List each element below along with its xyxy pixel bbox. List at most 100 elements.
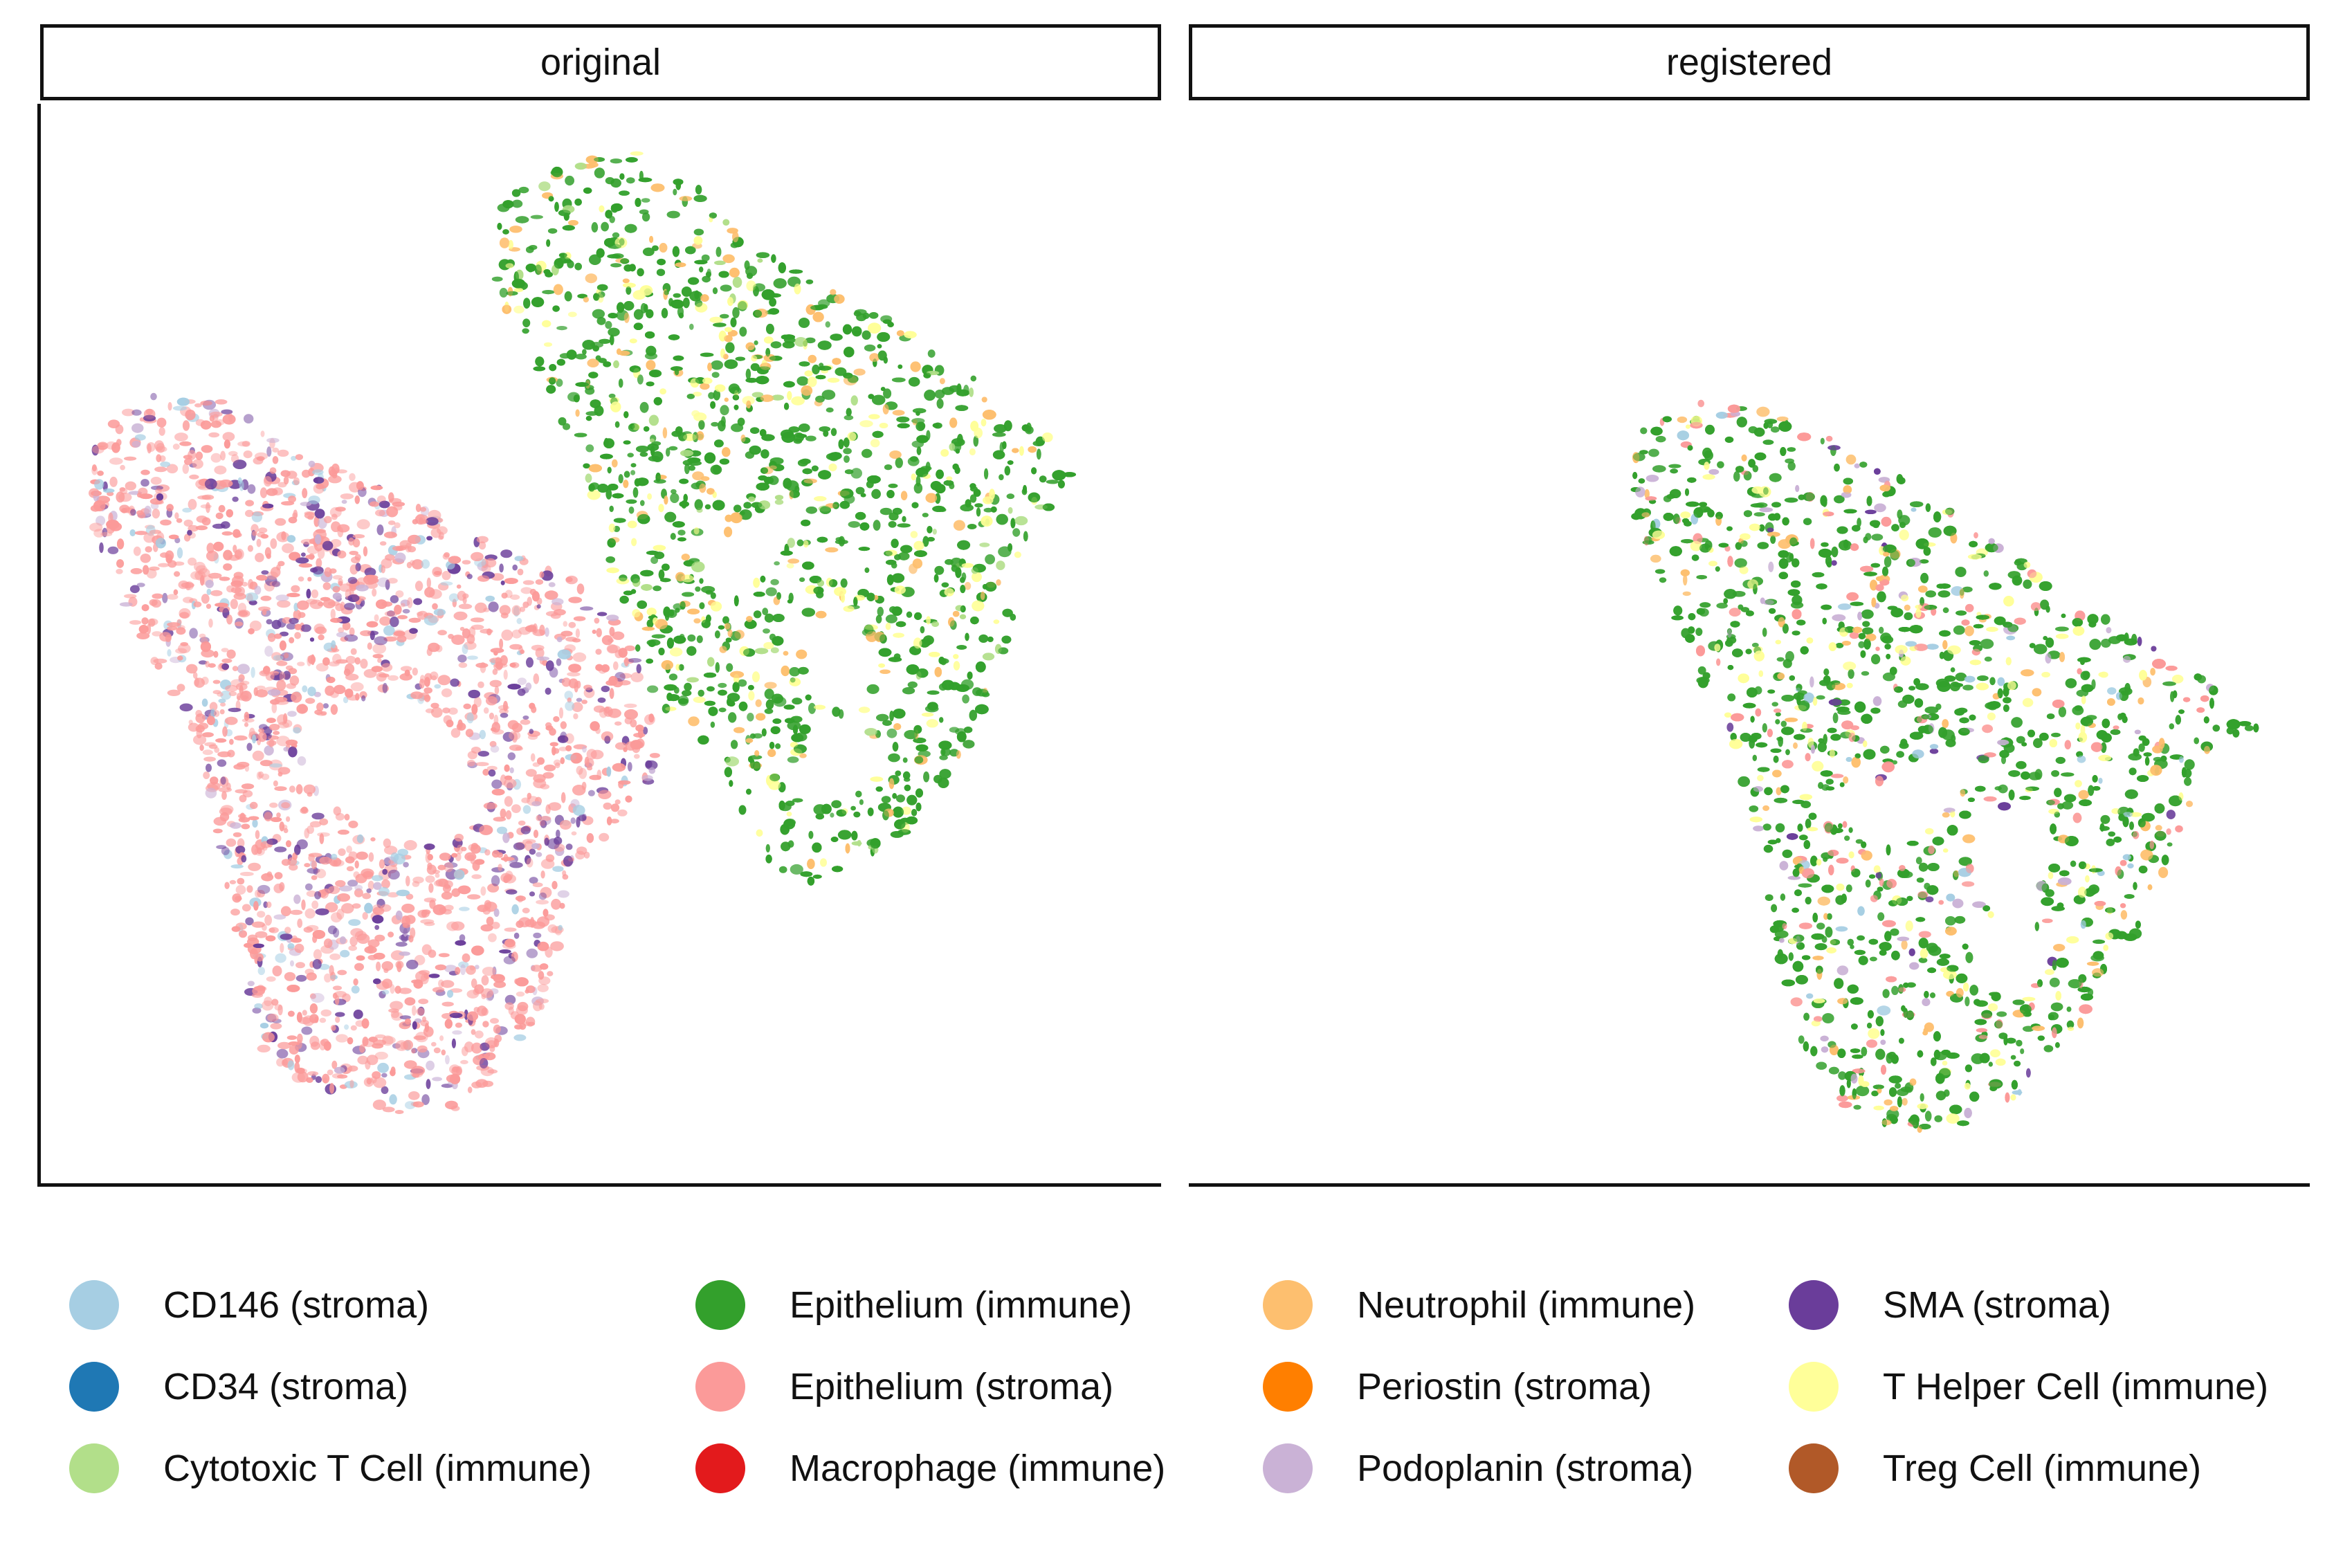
cell-point (346, 866, 354, 872)
cell-point (382, 978, 393, 989)
cell-point (288, 1041, 300, 1046)
cell-point (208, 432, 220, 438)
cell-point (201, 698, 208, 707)
cell-point (336, 659, 348, 664)
cell-point (489, 712, 495, 720)
cell-point (143, 414, 156, 421)
cell-point (612, 763, 626, 772)
cell-point (206, 502, 210, 513)
cell-point (309, 1003, 318, 1014)
cell-point (496, 826, 508, 835)
cell-point (627, 762, 632, 772)
cell-point (264, 914, 272, 926)
cell-point (500, 713, 509, 718)
cell-point (311, 589, 319, 599)
cell-point (296, 600, 309, 610)
cell-point (298, 563, 313, 568)
cell-point (353, 1010, 363, 1019)
cell-point (594, 617, 600, 624)
cell-point (354, 860, 359, 869)
cell-point (490, 1018, 499, 1024)
cell-point (148, 619, 156, 627)
cell-point (526, 657, 534, 668)
cell-point (630, 470, 636, 475)
cell-point (334, 684, 346, 695)
cell-point (445, 1055, 450, 1065)
cell-point (509, 745, 522, 751)
cell-point (160, 552, 169, 558)
cell-point (275, 953, 286, 963)
cell-point (462, 644, 468, 655)
cell-point (354, 657, 361, 665)
cell-point (474, 859, 485, 865)
x-axis-line-original (37, 1183, 1161, 1187)
cell-point (486, 765, 498, 771)
cell-point (395, 590, 404, 598)
cell-point (195, 709, 203, 718)
cell-point (565, 844, 573, 850)
cell-point (402, 922, 408, 928)
cell-point (538, 1003, 545, 1010)
cell-point (612, 631, 625, 640)
cell-point (361, 695, 366, 702)
cell-point (441, 1049, 446, 1056)
cell-point (257, 731, 267, 742)
cell-point (412, 881, 420, 887)
cell-point (969, 448, 976, 456)
cell-point (254, 1003, 263, 1010)
cell-point (167, 626, 178, 631)
cell-point (345, 655, 356, 664)
cell-point (270, 567, 281, 578)
cell-point (347, 1037, 354, 1045)
cell-point (557, 649, 572, 659)
cell-point (310, 654, 316, 666)
cell-point (300, 538, 314, 545)
cell-point (313, 949, 322, 960)
cell-point (510, 594, 520, 600)
cell-point (547, 838, 560, 850)
cell-point (583, 851, 590, 859)
cell-point (525, 625, 537, 632)
cell-point (262, 924, 267, 931)
cell-point (314, 1016, 319, 1023)
cell-point (102, 488, 115, 493)
cell-point (226, 585, 235, 593)
cell-point (424, 677, 430, 687)
cell-point (462, 953, 471, 963)
cell-point (109, 476, 118, 487)
cell-point (470, 617, 484, 623)
cell-point (207, 715, 215, 725)
cell-point (430, 702, 439, 709)
cell-point (390, 1001, 403, 1010)
cell-point (437, 582, 449, 591)
cell-point (539, 571, 545, 578)
cell-point (269, 763, 282, 768)
cell-point (507, 752, 516, 760)
cell-point (527, 596, 532, 606)
cell-point (156, 493, 164, 501)
cell-point (426, 536, 432, 540)
cell-point (147, 443, 152, 454)
cell-point (223, 563, 233, 571)
cell-point (151, 599, 162, 608)
cell-point (401, 903, 415, 913)
cell-point (440, 581, 453, 586)
cell-point (366, 621, 379, 628)
cell-point (239, 930, 247, 938)
cell-point (461, 1046, 468, 1057)
cell-point (787, 756, 799, 763)
cell-point (333, 806, 341, 816)
cell-point (467, 1086, 473, 1093)
cell-point (289, 675, 300, 686)
cell-point (283, 476, 289, 485)
cell-point (426, 1060, 435, 1071)
cell-point (131, 423, 144, 433)
cell-point (185, 409, 196, 421)
cell-point (226, 509, 233, 518)
cell-point (532, 882, 543, 888)
cell-point (417, 1045, 428, 1053)
cell-point (571, 831, 577, 836)
cell-point (370, 630, 375, 641)
cell-point (109, 457, 123, 465)
cell-point (557, 890, 569, 898)
